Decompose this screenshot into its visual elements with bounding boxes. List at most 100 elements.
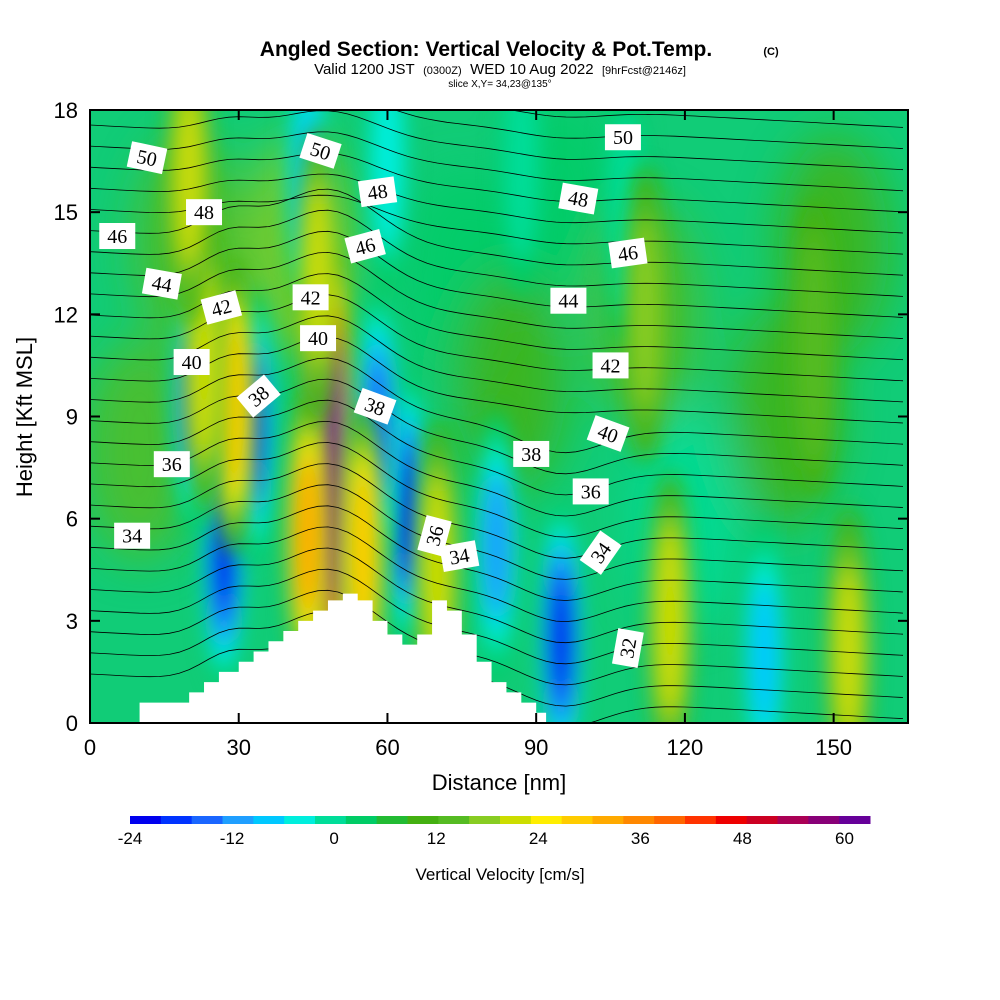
theta-isoline <box>90 442 904 538</box>
contour-label: 42 <box>200 290 243 325</box>
contour-label-text: 40 <box>308 328 328 350</box>
colorbar-swatch <box>253 816 285 824</box>
velocity-level <box>296 466 320 605</box>
contour-label: 32 <box>611 628 644 669</box>
updraft-cell <box>623 166 668 463</box>
contour-label-box <box>153 451 190 478</box>
chart-title: Angled Section: Vertical Velocity & Pot.… <box>260 38 712 61</box>
y-tick-label: 12 <box>54 302 78 327</box>
theta-isoline <box>90 273 904 361</box>
updraft-cell <box>296 125 341 422</box>
colorbar-tick-label: 24 <box>529 829 548 848</box>
colorbar-swatch <box>191 816 223 824</box>
theta-isoline <box>90 589 904 686</box>
contour-label-box <box>513 440 550 467</box>
contour-label-text: 48 <box>566 187 590 212</box>
velocity-level <box>630 218 661 411</box>
colorbar-swatch <box>715 816 748 824</box>
contour-label-text: 48 <box>366 180 389 205</box>
theta-isoline <box>90 188 904 276</box>
velocity-level <box>371 110 404 250</box>
velocity-level <box>396 456 419 567</box>
contour-label-box <box>114 522 151 549</box>
velocity-level <box>657 540 683 702</box>
slice-info: slice X,Y= 34,23@135° <box>448 79 551 90</box>
contour-label-box <box>126 141 168 175</box>
colorbar-swatch <box>654 816 686 824</box>
contour-label-box <box>299 132 342 169</box>
contour-label: 42 <box>292 284 329 311</box>
velocity-level <box>750 581 778 723</box>
contour-label: 46 <box>99 223 136 250</box>
y-tick-label: 15 <box>54 200 78 225</box>
colorbar-swatch <box>345 816 378 824</box>
velocity-level <box>351 481 375 624</box>
theta-isoline <box>394 110 904 149</box>
contour-label: 48 <box>186 199 223 226</box>
contour-label-box <box>141 267 182 300</box>
contour-label-text: 36 <box>162 454 182 476</box>
contour-label-box <box>173 349 210 376</box>
y-axis-label: Height [Kft MSL] <box>12 337 37 497</box>
velocity-level <box>503 110 539 263</box>
colorbar-swatch <box>530 816 563 824</box>
contour-label-box <box>592 352 629 379</box>
base-patch <box>90 340 195 561</box>
theta-isoline <box>90 110 904 171</box>
contour-label-text: 42 <box>601 355 621 377</box>
theta-isoline <box>90 463 904 559</box>
y-tick-label: 3 <box>66 609 78 634</box>
colorbar-swatch <box>438 816 470 824</box>
contour-label-text: 48 <box>194 202 214 224</box>
contour-label-box <box>236 374 281 418</box>
contour-label-text: 46 <box>617 242 640 267</box>
theta-isoline <box>90 336 904 424</box>
downdraft-cell <box>474 409 519 682</box>
colorbar-swatch <box>222 816 254 824</box>
valid-utc: (0300Z) <box>423 65 462 77</box>
colorbar-swatch <box>376 816 408 824</box>
contour-label-box <box>292 284 329 311</box>
y-tick-label: 9 <box>66 405 78 430</box>
colorbar-swatch <box>407 816 439 824</box>
colorbar-swatch <box>284 816 316 824</box>
theta-isoline <box>90 420 904 517</box>
copyright-mark: (C) <box>763 46 779 58</box>
theta-isoline <box>90 378 904 475</box>
x-axis: 0 30 60 90 120 150 <box>84 110 852 760</box>
contour-label-text: 34 <box>448 545 472 570</box>
contour-label-text: 40 <box>182 352 202 374</box>
contour-label-box <box>353 387 397 425</box>
colorbar-tick-label: 0 <box>329 829 338 848</box>
contour-label-text: 36 <box>581 481 601 503</box>
contour-label: 44 <box>550 287 587 314</box>
contour-label-text: 42 <box>301 287 321 309</box>
chart-subtitle: Valid 1200 JST (0300Z) WED 10 Aug 2022 [… <box>314 61 686 78</box>
colorbar-swatch <box>685 816 717 824</box>
theta-isoline <box>90 131 904 192</box>
colorbar-swatch <box>808 816 840 824</box>
contour-label: 50 <box>126 141 168 175</box>
theta-isoline <box>90 194 904 255</box>
contour-label-box <box>99 223 136 250</box>
colorbar-tick-label: -24 <box>118 829 143 848</box>
theta-isoline <box>509 110 904 128</box>
theta-isoline <box>90 315 904 403</box>
contour-label-box <box>550 287 587 314</box>
x-tick-label: 120 <box>667 735 704 760</box>
contour-label-text: 50 <box>613 127 633 149</box>
x-tick-label: 0 <box>84 735 96 760</box>
y-tick-label: 18 <box>54 98 78 123</box>
contour-label-text: 38 <box>521 444 541 466</box>
x-tick-label: 60 <box>375 735 399 760</box>
colorbar-swatch <box>623 816 655 824</box>
contour-label-box <box>439 540 480 573</box>
contour-label-box <box>344 229 386 264</box>
contour-label: 38 <box>353 387 397 425</box>
contour-label-box <box>300 325 337 352</box>
contour-label: 48 <box>558 182 599 215</box>
contour-label-box <box>572 478 609 505</box>
colorbar-title: Vertical Velocity [cm/s] <box>415 865 584 884</box>
colorbar-swatch <box>160 816 193 824</box>
